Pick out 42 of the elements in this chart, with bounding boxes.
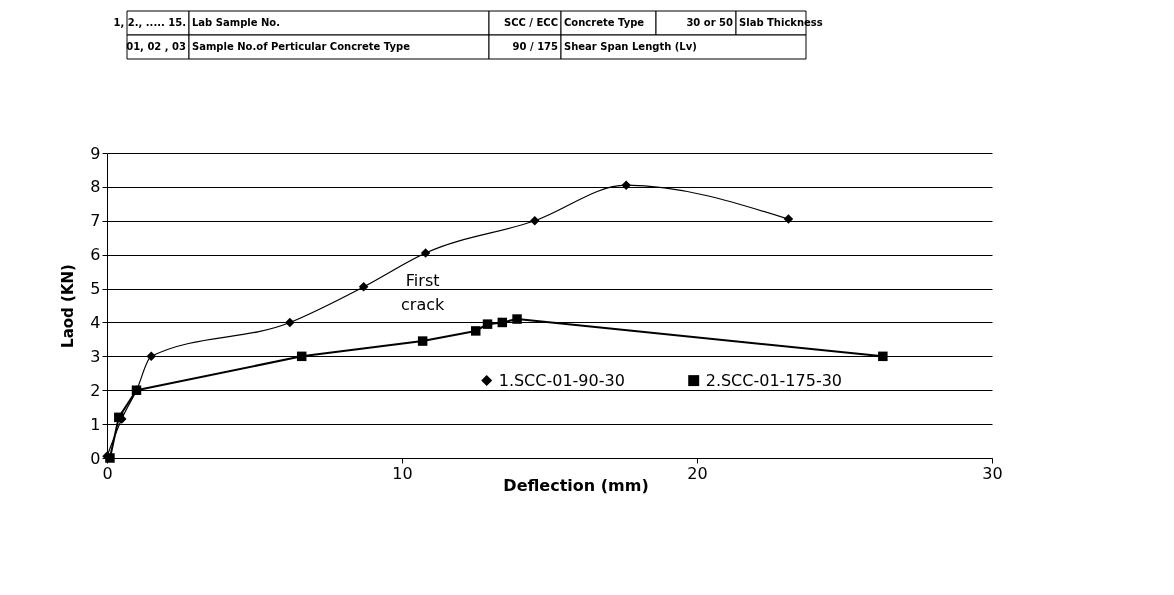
y-tick-label: 3 [90, 346, 101, 366]
y-tick-label: 2 [90, 380, 101, 400]
legend-label: 1.SCC-01-90-30 [498, 370, 625, 390]
point [530, 216, 540, 226]
y-tick-label: 9 [90, 143, 101, 163]
point [420, 248, 431, 258]
y-tick-label: 1 [90, 414, 101, 434]
y-tick-label: 0 [90, 448, 101, 468]
text: 01, 02 , 03 [126, 41, 187, 52]
point [471, 326, 481, 336]
y-tick-label: 8 [90, 177, 101, 197]
legend-label: 2.SCC-01-175-30 [705, 370, 843, 390]
annotation: First crack [401, 271, 445, 315]
point [621, 180, 631, 190]
y-tick-label: 6 [90, 245, 101, 265]
text: 1, 2., ..... 15. [113, 17, 186, 28]
text: SCC / ECC [503, 17, 558, 28]
text: Lab Sample No. [192, 17, 281, 28]
text: 90 / 175 [512, 41, 559, 52]
y-tick-label: 5 [90, 279, 101, 299]
text: Slab Thickness [739, 17, 823, 28]
x-tick-label: 20 [687, 463, 708, 483]
y-tick-label: 7 [90, 211, 101, 231]
point [285, 317, 295, 328]
x-tick-label: 10 [392, 463, 413, 483]
point [783, 214, 794, 224]
y-axis-title: Laod (KN) [59, 264, 78, 348]
text: Concrete Type [564, 17, 645, 28]
point [417, 336, 428, 346]
point [358, 282, 369, 292]
point [512, 314, 522, 324]
point [482, 319, 493, 329]
y-tick-label: 4 [90, 312, 101, 332]
text: Sample No.of Perticular Concrete Type [192, 41, 411, 52]
x-axis-title: Deflection (mm) [503, 476, 649, 495]
x-tick-label: 30 [982, 463, 1003, 483]
text: Shear Span Length (Lv) [564, 41, 697, 52]
point [296, 351, 307, 362]
point [878, 351, 888, 362]
point [146, 351, 156, 362]
point [497, 317, 508, 328]
text: 30 or 50 [686, 17, 734, 28]
